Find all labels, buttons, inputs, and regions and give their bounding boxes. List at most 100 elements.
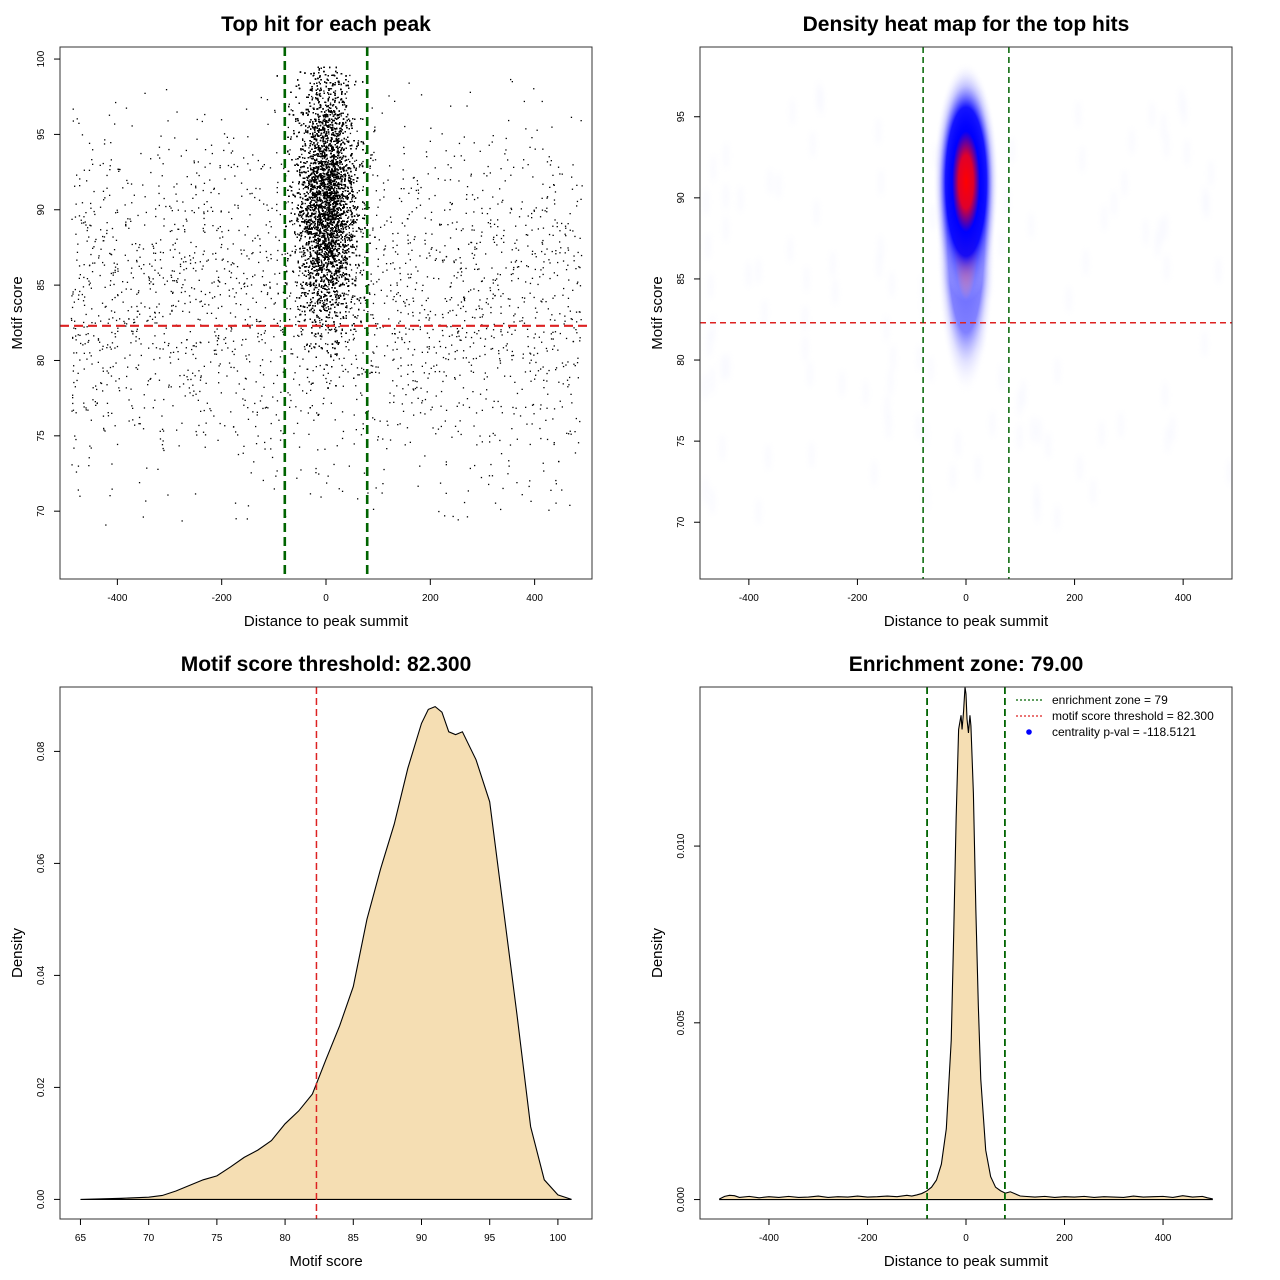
data-point (310, 347, 313, 350)
data-point (552, 225, 554, 227)
data-point (297, 320, 299, 322)
data-point (523, 100, 525, 103)
data-point (479, 435, 481, 437)
data-point (402, 388, 404, 390)
data-point (158, 204, 160, 207)
data-point (571, 402, 573, 404)
data-point (509, 298, 511, 300)
data-point (245, 378, 247, 380)
data-point (88, 169, 91, 171)
data-point (553, 345, 555, 347)
data-point (508, 465, 510, 467)
data-point (539, 276, 541, 278)
data-point (91, 363, 93, 365)
data-point (165, 205, 167, 208)
data-point (298, 170, 301, 172)
data-point (488, 483, 490, 486)
data-point (159, 274, 161, 276)
data-point (370, 360, 372, 362)
data-point (287, 260, 289, 262)
data-point (184, 229, 186, 231)
data-point (85, 407, 87, 409)
data-point (513, 321, 515, 323)
data-point (497, 219, 499, 221)
data-point (169, 313, 171, 315)
data-point (87, 409, 89, 411)
data-point (290, 353, 292, 355)
data-point (160, 239, 162, 241)
data-point (71, 295, 73, 297)
data-point (202, 253, 204, 256)
data-point (527, 234, 529, 236)
data-point (326, 272, 328, 274)
data-point (242, 398, 244, 400)
data-point (354, 295, 356, 297)
data-point (233, 163, 235, 166)
data-point (249, 214, 251, 216)
data-point (432, 427, 434, 429)
data-point (448, 353, 450, 355)
data-point (453, 155, 456, 157)
data-point (541, 197, 543, 199)
data-point (307, 250, 309, 252)
data-point (337, 212, 339, 214)
data-point (310, 343, 312, 345)
data-point (279, 213, 281, 216)
data-point (155, 242, 157, 244)
data-point (243, 445, 245, 447)
data-point (479, 299, 481, 301)
data-point (172, 244, 174, 246)
data-point (313, 346, 315, 348)
data-point (548, 259, 550, 261)
data-point (339, 163, 341, 165)
data-point (389, 165, 391, 167)
data-point (478, 268, 480, 270)
data-point (463, 501, 466, 504)
data-point (466, 194, 468, 196)
data-point (171, 305, 173, 307)
data-point (224, 283, 227, 285)
data-point (568, 279, 570, 281)
data-point (228, 289, 230, 291)
data-point (345, 138, 347, 141)
data-point (392, 349, 394, 351)
data-point (431, 233, 433, 235)
data-point (521, 494, 523, 496)
data-point (202, 265, 204, 267)
data-point (441, 259, 444, 261)
data-point (419, 465, 421, 467)
scatter-points (70, 66, 583, 526)
data-point (490, 226, 492, 228)
data-point (372, 365, 374, 367)
data-point (562, 365, 565, 368)
data-point (438, 278, 440, 280)
data-point (544, 210, 546, 212)
data-point (258, 321, 260, 323)
data-point (417, 189, 419, 191)
data-point (74, 288, 76, 291)
data-point (276, 259, 278, 261)
data-point (552, 331, 554, 333)
data-point (376, 327, 378, 330)
data-point (185, 347, 187, 349)
data-point (531, 212, 533, 215)
data-point (408, 192, 410, 194)
data-point (77, 243, 79, 245)
data-point (513, 413, 515, 415)
data-point (504, 153, 506, 155)
data-point (209, 179, 211, 181)
data-point (194, 493, 197, 495)
data-point (343, 170, 345, 172)
data-point (297, 334, 299, 337)
data-point (155, 215, 157, 218)
data-point (537, 283, 539, 286)
data-point (109, 366, 112, 369)
data-point (377, 436, 379, 438)
data-point (217, 227, 219, 230)
data-point (124, 254, 126, 256)
data-point (532, 403, 535, 406)
data-point (353, 443, 355, 445)
data-point (325, 101, 327, 104)
data-point (457, 519, 459, 521)
data-point (553, 199, 556, 201)
